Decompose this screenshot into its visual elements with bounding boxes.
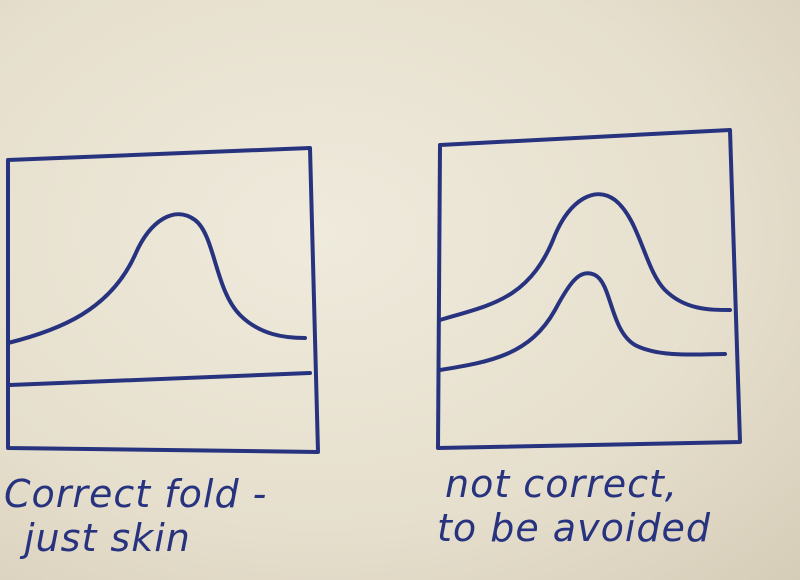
left-base-line [8, 371, 312, 387]
right-caption-line2: to be avoided [437, 506, 712, 550]
left-caption: Correct fold - just skin [4, 472, 267, 560]
right-panel [436, 128, 742, 450]
left-box [6, 146, 320, 454]
right-upper-curve [438, 192, 732, 322]
right-box [436, 128, 742, 450]
right-caption-line1: not correct, [445, 462, 678, 506]
left-panel [6, 146, 320, 454]
left-caption-line2: just skin [24, 516, 191, 560]
left-skin-fold-curve [6, 212, 307, 345]
right-caption: not correct, to be avoided [437, 462, 711, 550]
left-caption-line1: Correct fold - [4, 472, 268, 516]
right-lower-curve [438, 271, 727, 372]
